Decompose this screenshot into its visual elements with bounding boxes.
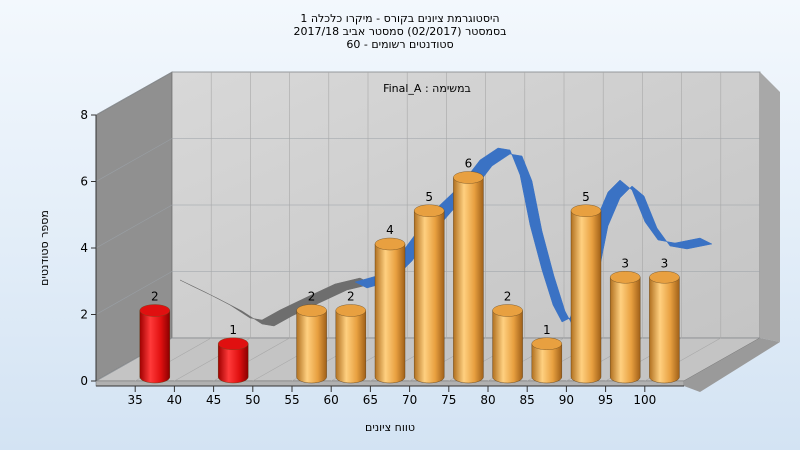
- passing-curve: [354, 147, 713, 329]
- x-tick-label: 60: [324, 393, 339, 407]
- bar-body: [374, 243, 406, 384]
- assignment-annotation: במשימה : Final_A: [383, 82, 471, 95]
- x-tick-label: 85: [520, 393, 535, 407]
- bar: 3: [649, 256, 680, 384]
- bar: 3: [610, 256, 641, 384]
- x-tick-label: 100: [633, 393, 656, 407]
- bar-body: [453, 177, 484, 384]
- y-axis: 0 2 4 6 8: [80, 108, 97, 388]
- bar-top: [296, 304, 327, 317]
- x-tick-label: 80: [480, 393, 495, 407]
- x-tick-label: 45: [206, 393, 221, 407]
- bar-value-label: 5: [425, 190, 433, 204]
- bar-top: [570, 204, 602, 217]
- x-axis: 35 40 45 50 55 60 65 70 75 80 85 90 95 100: [96, 385, 684, 407]
- bar-top: [217, 337, 249, 350]
- x-tick-label: 75: [441, 393, 456, 407]
- x-tick-label: 50: [245, 393, 260, 407]
- y-axis-label: מספר סטודנטים: [38, 210, 51, 286]
- y-tick-label: 0: [80, 374, 88, 388]
- y-tick-label: 2: [80, 308, 88, 322]
- bar-value-label: 3: [621, 256, 629, 270]
- bar-body: [335, 310, 366, 384]
- bar-top: [374, 237, 406, 251]
- bar-body: [570, 210, 602, 384]
- x-tick-label: 65: [363, 393, 378, 407]
- bar: 2: [139, 290, 171, 384]
- bar-top: [610, 271, 641, 284]
- bar-body: [296, 310, 327, 384]
- bar: 2: [335, 290, 366, 384]
- x-tick-label: 95: [598, 393, 613, 407]
- bar-value-label: 1: [229, 323, 237, 337]
- bar-top: [414, 204, 445, 217]
- bar: 1: [531, 323, 562, 384]
- bar: 6: [453, 157, 484, 384]
- x-axis-label: טווח ציונים: [365, 421, 415, 434]
- distribution-curves: [179, 147, 713, 329]
- bar-value-label: 2: [504, 290, 512, 304]
- bar-value-label: 3: [661, 256, 669, 270]
- bar: 5: [414, 190, 445, 384]
- chart-title-line-3: סטודנטים רשומים - 60: [346, 38, 454, 51]
- bar-value-label: 2: [347, 290, 355, 304]
- chart-title-line-1: היסטוגרמת ציונים בקורס - מיקרו כלכלה 1: [300, 12, 500, 25]
- right-floor-edge: [684, 338, 780, 392]
- bar-body: [218, 343, 249, 384]
- right-wall-edge: [760, 72, 780, 342]
- bar-body: [649, 277, 680, 384]
- bar: 5: [570, 190, 602, 384]
- bar-body: [492, 310, 523, 384]
- bar-top: [139, 304, 171, 317]
- bar-body: [531, 343, 562, 384]
- bar-value-label: 5: [582, 190, 590, 204]
- bar-top: [492, 304, 523, 317]
- bar: 2: [296, 290, 327, 384]
- bar-value-label: 1: [543, 323, 551, 337]
- y-tick-label: 8: [80, 108, 88, 122]
- bar-top: [649, 271, 680, 284]
- x-tick-label: 55: [284, 393, 299, 407]
- bar-top: [335, 304, 366, 317]
- x-tick-label: 35: [128, 393, 143, 407]
- y-tick-label: 4: [80, 241, 88, 255]
- bars: 2 1 2 2 4 5 6 2 1 5 3 3: [139, 157, 680, 384]
- bar-top: [531, 337, 562, 350]
- y-tick-label: 6: [80, 175, 88, 189]
- x-tick-label: 70: [402, 393, 417, 407]
- bar-value-label: 4: [386, 223, 394, 237]
- bar: 4: [374, 223, 406, 384]
- bar-value-label: 6: [465, 157, 473, 171]
- bar-top: [453, 171, 484, 184]
- bar-value-label: 2: [308, 290, 316, 304]
- bar: 1: [217, 323, 249, 384]
- bar-body: [414, 210, 445, 384]
- bar: 2: [492, 290, 523, 384]
- chart-title-line-2: בסמסטר (02/2017) סמסטר אביב 2017/18: [293, 25, 507, 38]
- bar-value-label: 2: [151, 290, 159, 304]
- x-tick-label: 90: [559, 393, 574, 407]
- bar-body: [139, 310, 170, 384]
- x-tick-label: 40: [167, 393, 182, 407]
- bar-body: [610, 277, 641, 384]
